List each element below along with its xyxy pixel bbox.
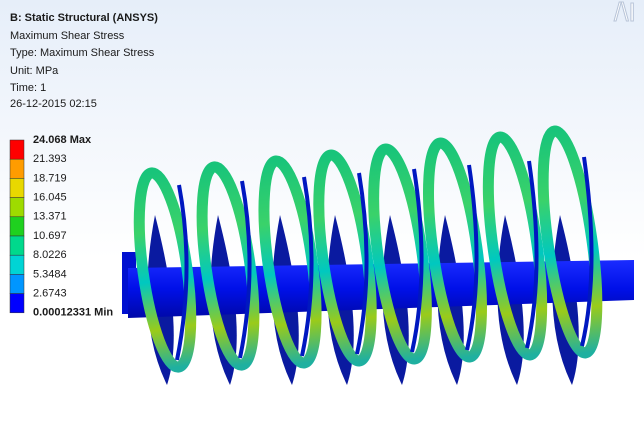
logo: /\I (614, 0, 636, 27)
legend-swatch (10, 294, 24, 313)
legend-label: 21.393 (33, 153, 67, 165)
legend-label: 24.068 Max (33, 134, 92, 146)
info-line: Type: Maximum Shear Stress (10, 47, 155, 59)
legend-swatch (10, 159, 24, 178)
legend-label: 5.3484 (33, 268, 67, 280)
info-line: 26-12-2015 02:15 (10, 98, 97, 110)
info-line: Time: 1 (10, 82, 46, 94)
screen: /\I B: Static Structural (ANSYS) Maximum… (0, 0, 644, 430)
legend-swatch (10, 178, 24, 197)
legend-label: 8.0226 (33, 249, 67, 261)
legend-label: 16.045 (33, 192, 67, 204)
legend-swatch (10, 236, 24, 255)
info-line: Maximum Shear Stress (10, 30, 125, 42)
legend-label: 18.719 (33, 172, 67, 184)
model (122, 128, 634, 385)
legend-swatch (10, 140, 24, 159)
legend-swatch (10, 274, 24, 293)
legend-label: 10.697 (33, 230, 67, 242)
legend-label: 2.6743 (33, 288, 67, 300)
title: B: Static Structural (ANSYS) (10, 12, 158, 24)
viewport: /\I B: Static Structural (ANSYS) Maximum… (0, 0, 644, 430)
legend-label: 0.00012331 Min (33, 307, 113, 319)
info-line: Unit: MPa (10, 65, 59, 77)
legend-swatch (10, 217, 24, 236)
legend-swatch (10, 198, 24, 217)
legend-label: 13.371 (33, 211, 67, 223)
legend-swatch (10, 255, 24, 274)
legend: 24.068 Max 21.393 18.719 16.045 13.371 10.697… (10, 134, 113, 319)
